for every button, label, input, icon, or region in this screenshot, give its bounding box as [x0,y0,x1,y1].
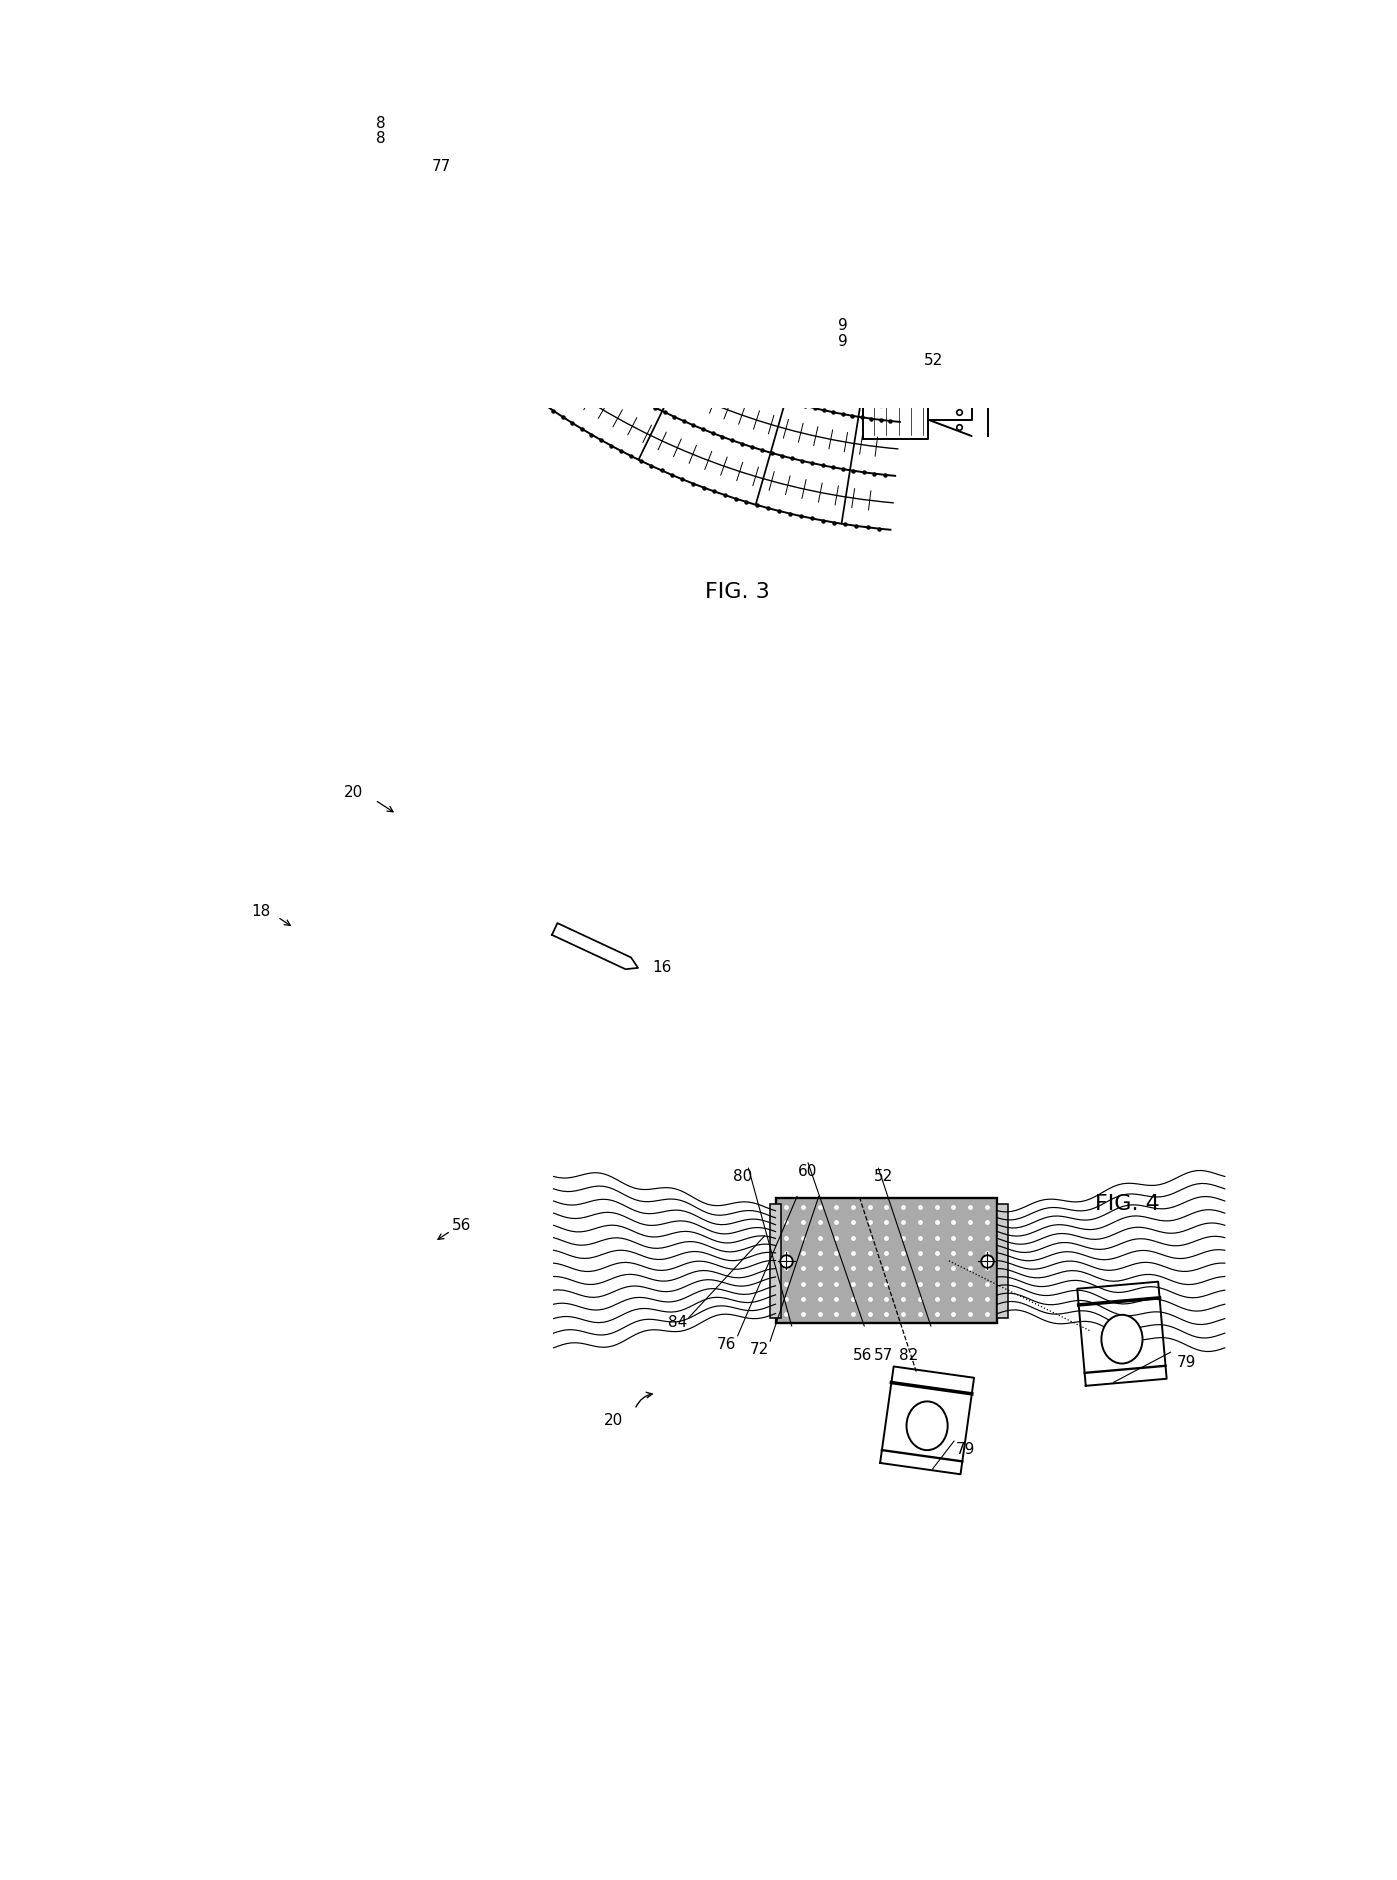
Bar [775,1198,997,1324]
Text: 56: 56 [451,1218,471,1233]
Text: 52: 52 [875,1169,894,1184]
Text: 8: 8 [376,132,386,147]
Text: 77: 77 [432,160,451,175]
Text: 84: 84 [668,1316,687,1331]
Text: 82: 82 [900,1348,918,1363]
Text: 72: 72 [750,1342,768,1357]
Ellipse shape [907,1401,947,1449]
Text: 9: 9 [838,318,848,333]
Text: 9: 9 [838,335,848,350]
Text: 20: 20 [604,1414,623,1429]
Text: FIG. 3: FIG. 3 [705,583,770,602]
Text: 79: 79 [1178,1355,1197,1371]
Text: 57: 57 [875,1348,894,1363]
Bar [770,1203,781,1318]
Text: 16: 16 [652,961,672,976]
Text: 56: 56 [852,1348,872,1363]
Text: FIG. 4: FIG. 4 [1095,1194,1160,1214]
Bar [997,1203,1009,1318]
Ellipse shape [1101,1314,1143,1363]
Text: 20: 20 [344,786,363,799]
Text: 80: 80 [733,1169,753,1184]
Text: 79: 79 [956,1442,975,1457]
Text: 52: 52 [923,353,943,368]
Text: 8: 8 [376,117,386,132]
Text: 60: 60 [798,1164,817,1179]
Text: 18: 18 [251,904,271,919]
Text: 76: 76 [717,1337,736,1352]
Bar [775,1198,997,1324]
